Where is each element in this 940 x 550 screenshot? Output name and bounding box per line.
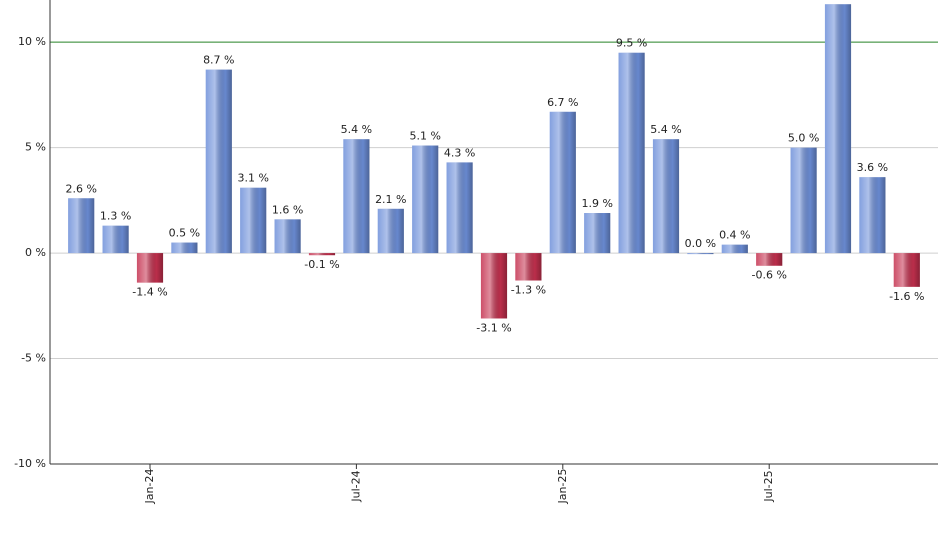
data-label: 3.1 %: [237, 172, 268, 185]
data-label: -0.6 %: [751, 269, 786, 282]
bar-shine: [721, 244, 748, 254]
bar-shine: [274, 219, 301, 254]
bar-shine: [68, 198, 95, 254]
data-label: 9.5 %: [616, 37, 647, 50]
bar-shine: [652, 139, 680, 254]
data-label: 6.7 %: [547, 96, 578, 109]
data-label: -3.1 %: [476, 321, 511, 334]
bar-shine: [446, 162, 473, 254]
bar-shine: [515, 253, 542, 281]
data-label: 5.1 %: [409, 130, 440, 143]
bar-shine: [308, 253, 336, 256]
data-label: 8.7 %: [203, 54, 234, 67]
data-label: 3.6 %: [857, 161, 888, 174]
data-label: 5.0 %: [788, 132, 819, 145]
data-label: 1.6 %: [272, 203, 303, 216]
bar-shine: [412, 145, 439, 254]
y-tick-label: 10 %: [18, 35, 46, 48]
bar-shine: [893, 253, 920, 287]
data-label: 1.3 %: [100, 210, 131, 223]
data-label: -0.1 %: [304, 258, 339, 271]
y-tick-label: -5 %: [21, 352, 46, 365]
data-label: 11.8 %: [819, 0, 857, 1]
bar-shine: [549, 111, 576, 254]
data-label: 5.4 %: [341, 123, 372, 136]
data-label: -1.4 %: [132, 286, 167, 299]
bar-shine: [480, 253, 508, 319]
bar-shine: [756, 253, 783, 266]
y-tick-label: 5 %: [25, 141, 46, 154]
bar-shine: [584, 213, 611, 254]
x-tick-label: Jul-24: [349, 470, 362, 502]
data-label: 2.6 %: [65, 182, 96, 195]
data-label: 1.9 %: [581, 197, 612, 210]
data-label: 0.0 %: [685, 237, 716, 250]
bar-shine: [343, 139, 370, 254]
bar-shine: [824, 4, 852, 254]
x-tick-label: Jan-24: [143, 469, 156, 505]
data-label: 0.5 %: [169, 227, 200, 240]
data-label: -1.6 %: [889, 290, 924, 303]
bar-shine: [240, 187, 267, 254]
bar-shine: [171, 242, 198, 254]
x-tick-label: Jul-25: [762, 470, 775, 502]
bar-shine: [205, 69, 232, 254]
bar-shine: [102, 225, 129, 254]
y-tick-label: 0 %: [25, 246, 46, 259]
bar-shine: [859, 177, 886, 254]
bar-shine: [618, 52, 645, 254]
bar-shine: [687, 253, 714, 255]
data-label: 4.3 %: [444, 146, 475, 159]
bar-shine: [377, 208, 404, 254]
bar-shine: [136, 253, 164, 283]
data-label: 5.4 %: [650, 123, 681, 136]
x-tick-label: Jan-25: [556, 469, 569, 505]
data-label: -1.3 %: [511, 284, 546, 297]
bar-shine: [790, 147, 817, 254]
y-tick-label: -10 %: [14, 457, 46, 470]
data-label: 0.4 %: [719, 229, 750, 242]
data-label: 2.1 %: [375, 193, 406, 206]
